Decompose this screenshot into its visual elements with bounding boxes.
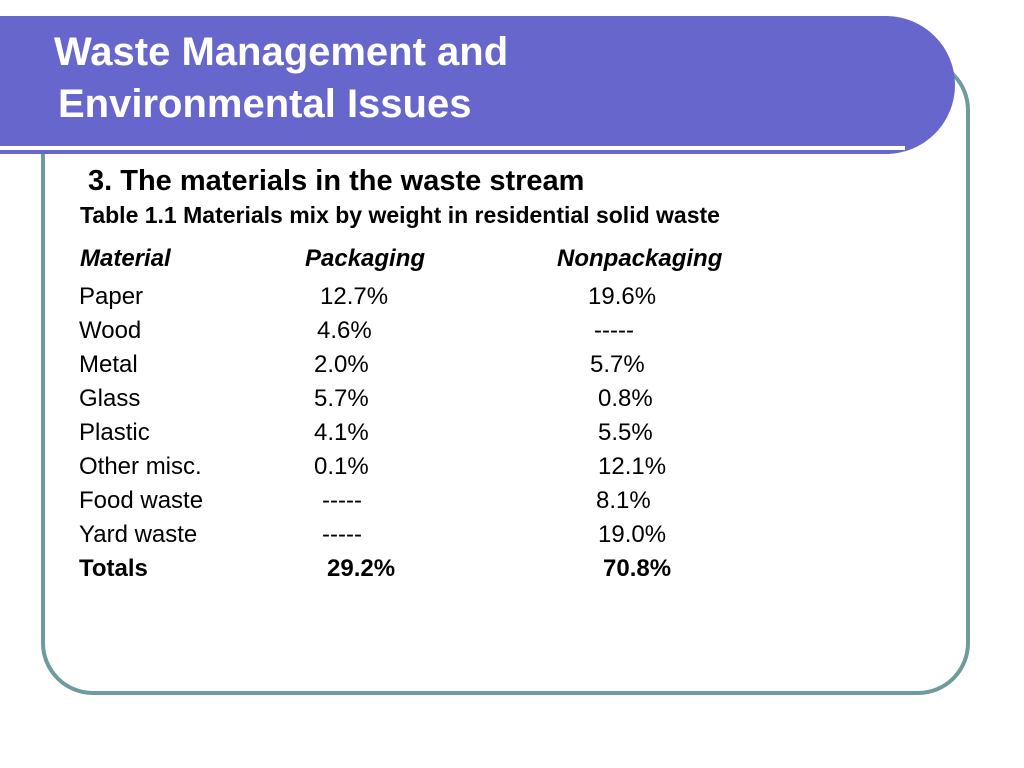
table-row: Food waste ----- 8.1%	[0, 484, 1024, 518]
table-row: Metal 2.0% 5.7%	[0, 348, 1024, 382]
column-header-packaging: Packaging	[305, 245, 426, 272]
title-divider	[0, 146, 905, 150]
cell-material: Yard waste	[79, 521, 198, 548]
cell-packaging: -----	[322, 487, 362, 514]
cell-nonpackaging: 0.8%	[598, 385, 653, 412]
cell-material: Wood	[79, 317, 142, 344]
cell-packaging: -----	[322, 521, 362, 548]
cell-packaging: 29.2%	[327, 555, 396, 582]
cell-nonpackaging: 19.6%	[588, 283, 657, 310]
table-caption: Table 1.1 Materials mix by weight in res…	[80, 202, 720, 228]
table-row: Yard waste ----- 19.0%	[0, 518, 1024, 552]
slide-title-line-2: Environmental Issues	[58, 82, 472, 126]
totals-row: Totals 29.2% 70.8%	[0, 552, 1024, 586]
cell-nonpackaging: 8.1%	[596, 487, 651, 514]
section-heading: 3. The materials in the waste stream	[88, 165, 585, 197]
slide-title-line-1: Waste Management and	[54, 30, 509, 74]
cell-packaging: 2.0%	[314, 351, 369, 378]
table-row: Plastic 4.1% 5.5%	[0, 416, 1024, 450]
table-row: Other misc. 0.1% 12.1%	[0, 450, 1024, 484]
cell-nonpackaging: 5.5%	[598, 419, 653, 446]
cell-nonpackaging: 70.8%	[603, 555, 672, 582]
table-row: Paper 12.7% 19.6%	[0, 280, 1024, 314]
cell-nonpackaging: 5.7%	[590, 351, 645, 378]
slide-title: Waste Management and Environmental Issue…	[54, 26, 508, 130]
title-band	[0, 16, 955, 154]
cell-nonpackaging: 12.1%	[598, 453, 667, 480]
table-row: Wood 4.6% -----	[0, 314, 1024, 348]
content-frame	[41, 58, 970, 695]
cell-material: Metal	[79, 351, 138, 378]
cell-packaging: 5.7%	[314, 385, 369, 412]
cell-packaging: 0.1%	[314, 453, 369, 480]
cell-nonpackaging: 19.0%	[598, 521, 667, 548]
cell-packaging: 4.1%	[314, 419, 369, 446]
cell-material: Totals	[79, 555, 148, 582]
cell-material: Paper	[79, 283, 144, 310]
cell-nonpackaging: -----	[594, 317, 634, 344]
cell-material: Food waste	[79, 487, 204, 514]
cell-material: Glass	[79, 385, 141, 412]
column-header-material: Material	[80, 245, 171, 272]
cell-material: Other misc.	[79, 453, 202, 480]
cell-material: Plastic	[79, 419, 150, 446]
cell-packaging: 4.6%	[317, 317, 372, 344]
column-header-nonpackaging: Nonpackaging	[557, 245, 723, 272]
cell-packaging: 12.7%	[320, 283, 389, 310]
table-row: Glass 5.7% 0.8%	[0, 382, 1024, 416]
